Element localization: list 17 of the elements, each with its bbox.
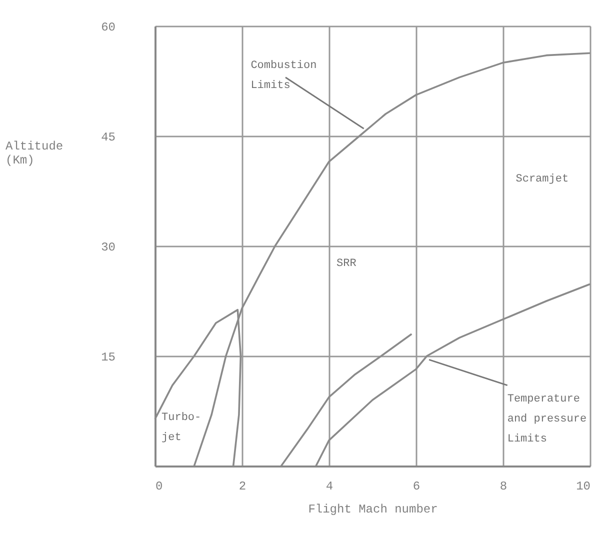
x-tick-label: 4 [326,480,334,494]
y-axis-title: Altitude (Km) [6,139,64,168]
annotation: Turbo-jet [162,412,202,444]
y-tick-label: 30 [101,240,116,254]
x-tick-label: 6 [412,480,420,494]
y-tick-label: 60 [101,20,116,34]
x-tick-label: 2 [238,480,246,494]
annotation: Combustion Limits [250,60,317,92]
annotation: SRR [336,258,357,270]
x-tick-label: 0 [156,480,163,494]
annotation: Temperature and pressure Limits [507,394,587,446]
x-tick-label: 10 [576,480,590,494]
x-axis-title: Flight Mach number [308,502,438,516]
y-tick-label: 15 [101,350,116,364]
y-tick-label: 45 [101,130,116,144]
x-tick-label: 8 [500,480,508,494]
annotation: Scramjet [516,174,569,186]
